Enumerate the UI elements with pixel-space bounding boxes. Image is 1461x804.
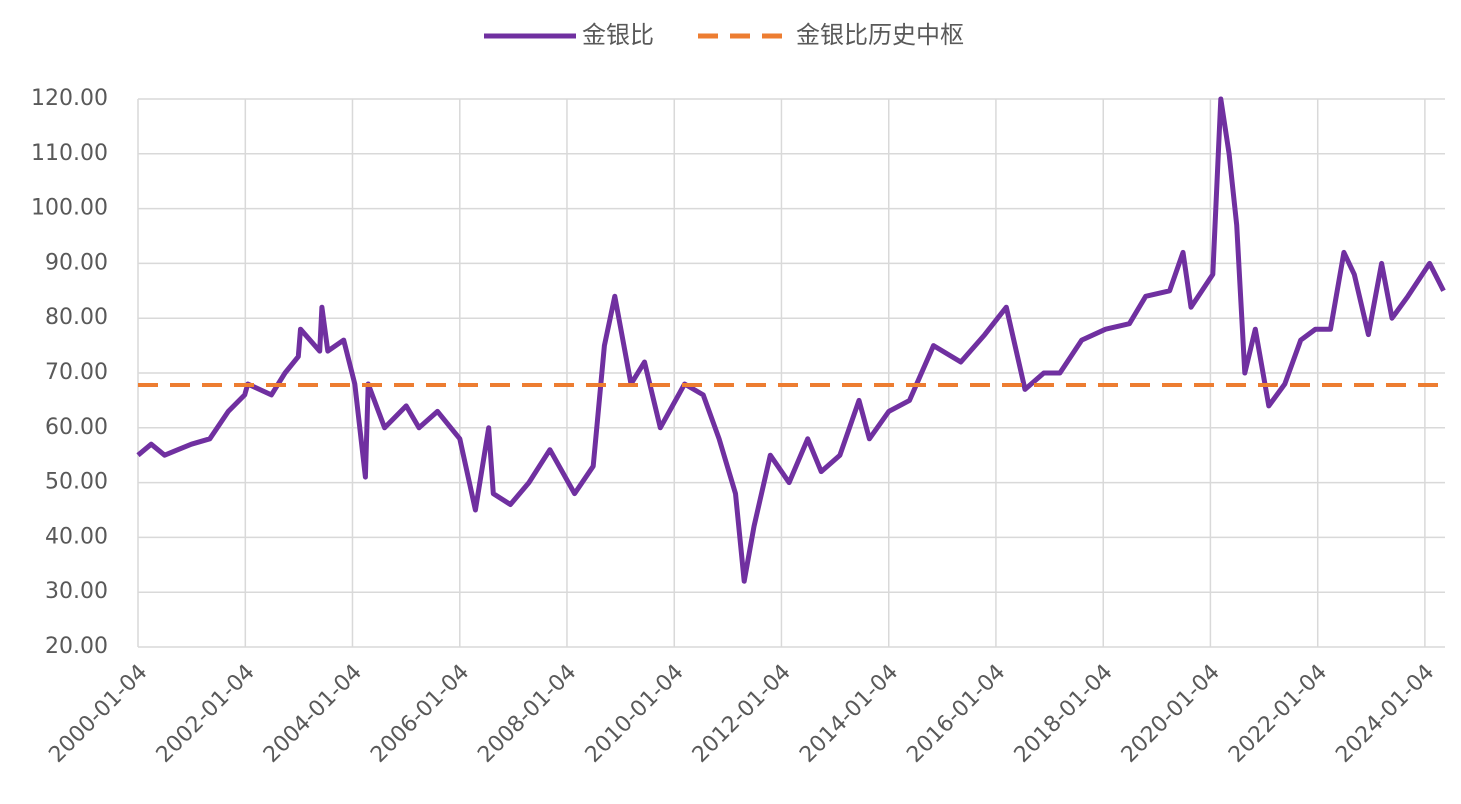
y-tick-label: 60.00 <box>45 415 108 440</box>
x-tick-label: 2006-01-04 <box>366 660 474 768</box>
y-tick-label: 20.00 <box>45 634 108 659</box>
x-tick-label: 2020-01-04 <box>1117 660 1225 768</box>
x-tick-label: 2002-01-04 <box>152 660 260 768</box>
y-tick-label: 50.00 <box>45 470 108 495</box>
y-tick-label: 110.00 <box>31 141 108 166</box>
y-tick-label: 30.00 <box>45 579 108 604</box>
y-tick-label: 80.00 <box>45 305 108 330</box>
y-tick-label: 90.00 <box>45 250 108 275</box>
x-tick-label: 2024-01-04 <box>1331 660 1439 768</box>
y-tick-label: 40.00 <box>45 524 108 549</box>
x-tick-label: 2016-01-04 <box>902 660 1010 768</box>
x-tick-label: 2008-01-04 <box>473 660 581 768</box>
x-tick-label: 2022-01-04 <box>1224 660 1332 768</box>
y-tick-label: 70.00 <box>45 360 108 385</box>
y-tick-label: 120.00 <box>31 86 108 111</box>
x-tick-label: 2004-01-04 <box>259 660 367 768</box>
legend-label: 金银比 <box>582 21 654 49</box>
x-tick-label: 2010-01-04 <box>581 660 689 768</box>
x-tick-label: 2000-01-04 <box>44 660 152 768</box>
x-tick-label: 2014-01-04 <box>795 660 903 768</box>
y-tick-label: 100.00 <box>31 196 108 221</box>
legend-label: 金银比历史中枢 <box>796 21 964 49</box>
x-tick-label: 2012-01-04 <box>688 660 796 768</box>
line-series <box>136 96 1446 584</box>
x-tick-label: 2018-01-04 <box>1010 660 1118 768</box>
